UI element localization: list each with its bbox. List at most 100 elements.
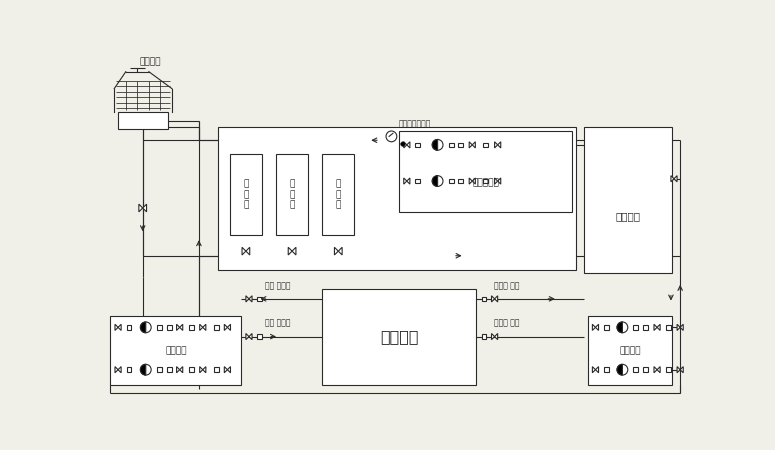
Polygon shape bbox=[654, 367, 657, 373]
Polygon shape bbox=[491, 296, 494, 302]
Wedge shape bbox=[432, 176, 438, 186]
Polygon shape bbox=[595, 367, 598, 373]
Polygon shape bbox=[246, 296, 249, 302]
Bar bbox=[587, 316, 673, 385]
Bar bbox=[415, 179, 420, 183]
Polygon shape bbox=[115, 367, 118, 373]
Bar bbox=[157, 367, 162, 372]
Polygon shape bbox=[498, 178, 501, 184]
Text: 冷却水塔: 冷却水塔 bbox=[140, 57, 161, 66]
Bar bbox=[126, 325, 131, 330]
Wedge shape bbox=[140, 322, 146, 333]
Polygon shape bbox=[227, 367, 230, 373]
Polygon shape bbox=[494, 296, 498, 302]
Polygon shape bbox=[249, 333, 252, 340]
Text: 压力输送泵: 压力输送泵 bbox=[472, 179, 499, 188]
Text: 冷冻机组: 冷冻机组 bbox=[380, 329, 419, 345]
Polygon shape bbox=[249, 296, 252, 302]
Polygon shape bbox=[246, 247, 250, 255]
Bar bbox=[189, 325, 194, 330]
Polygon shape bbox=[680, 324, 684, 330]
Polygon shape bbox=[674, 176, 677, 182]
Polygon shape bbox=[677, 367, 680, 373]
Polygon shape bbox=[242, 247, 246, 255]
Bar bbox=[643, 325, 648, 330]
Text: 生
产
线: 生 产 线 bbox=[243, 180, 249, 209]
Polygon shape bbox=[227, 324, 230, 330]
Bar bbox=[189, 367, 194, 372]
Bar bbox=[458, 179, 463, 183]
Polygon shape bbox=[338, 247, 342, 255]
Bar bbox=[604, 325, 608, 330]
Text: 压力表、温度计: 压力表、温度计 bbox=[399, 120, 432, 129]
Polygon shape bbox=[498, 142, 501, 148]
Polygon shape bbox=[592, 367, 595, 373]
Text: 软接头 蝶阀: 软接头 蝶阀 bbox=[494, 281, 520, 290]
Polygon shape bbox=[595, 324, 598, 330]
Bar bbox=[229, 154, 262, 235]
Polygon shape bbox=[118, 324, 121, 330]
Bar bbox=[584, 127, 673, 274]
Polygon shape bbox=[677, 324, 680, 330]
Bar bbox=[257, 334, 262, 339]
Wedge shape bbox=[140, 364, 146, 375]
Text: 冷却水泵: 冷却水泵 bbox=[165, 346, 187, 355]
Polygon shape bbox=[115, 324, 118, 330]
Bar bbox=[633, 367, 638, 372]
Text: 冷冻水泵: 冷冻水泵 bbox=[619, 346, 641, 355]
Polygon shape bbox=[494, 142, 498, 148]
Polygon shape bbox=[494, 178, 498, 184]
Polygon shape bbox=[224, 324, 227, 330]
Polygon shape bbox=[177, 324, 180, 330]
Bar bbox=[110, 316, 241, 385]
Polygon shape bbox=[407, 142, 410, 148]
Polygon shape bbox=[335, 247, 338, 255]
Bar bbox=[481, 297, 486, 301]
Polygon shape bbox=[177, 367, 180, 373]
Polygon shape bbox=[404, 178, 407, 184]
Polygon shape bbox=[657, 324, 660, 330]
Polygon shape bbox=[288, 247, 292, 255]
Circle shape bbox=[140, 322, 151, 333]
Circle shape bbox=[401, 142, 405, 146]
Polygon shape bbox=[139, 204, 143, 212]
Polygon shape bbox=[491, 333, 494, 340]
Polygon shape bbox=[472, 142, 475, 148]
Polygon shape bbox=[200, 324, 203, 330]
Bar bbox=[633, 325, 638, 330]
Bar bbox=[215, 367, 219, 372]
Wedge shape bbox=[617, 364, 622, 375]
Bar bbox=[215, 325, 219, 330]
Text: 蝶阀 软接头: 蝶阀 软接头 bbox=[265, 281, 290, 290]
Bar bbox=[458, 143, 463, 147]
Polygon shape bbox=[404, 142, 407, 148]
Bar bbox=[449, 143, 454, 147]
Circle shape bbox=[140, 364, 151, 375]
Polygon shape bbox=[671, 176, 674, 182]
Bar bbox=[483, 143, 487, 147]
Bar bbox=[449, 179, 454, 183]
Polygon shape bbox=[469, 142, 472, 148]
Polygon shape bbox=[592, 324, 595, 330]
Text: 蝶阀 软接头: 蝶阀 软接头 bbox=[265, 318, 290, 327]
Polygon shape bbox=[494, 333, 498, 340]
Bar bbox=[666, 367, 671, 372]
Bar bbox=[322, 289, 476, 385]
Bar bbox=[167, 325, 172, 330]
Polygon shape bbox=[246, 333, 249, 340]
Circle shape bbox=[386, 131, 397, 142]
Text: 软接头 蝶阀: 软接头 蝶阀 bbox=[494, 318, 520, 327]
Bar bbox=[604, 367, 608, 372]
Bar bbox=[157, 325, 162, 330]
Polygon shape bbox=[203, 367, 206, 373]
Circle shape bbox=[617, 364, 628, 375]
Bar bbox=[219, 127, 577, 270]
Text: 生
产
线: 生 产 线 bbox=[289, 180, 294, 209]
Polygon shape bbox=[143, 204, 146, 212]
Polygon shape bbox=[180, 367, 183, 373]
Polygon shape bbox=[680, 367, 684, 373]
Polygon shape bbox=[407, 178, 410, 184]
Wedge shape bbox=[617, 322, 622, 333]
Bar bbox=[322, 154, 354, 235]
Polygon shape bbox=[472, 178, 475, 184]
